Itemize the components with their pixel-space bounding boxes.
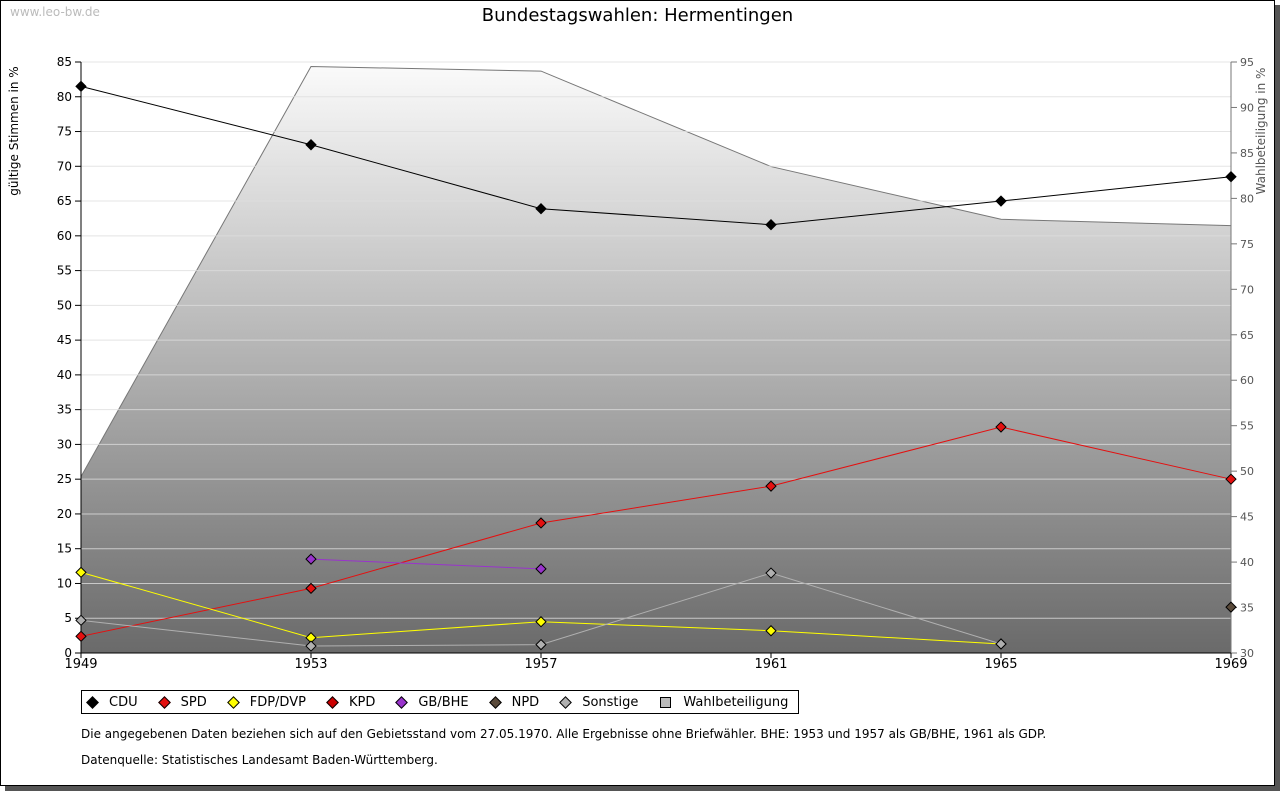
legend-label: KPD bbox=[348, 694, 376, 710]
point-spd bbox=[535, 517, 547, 529]
y2-tick-label: 50 bbox=[1240, 465, 1254, 478]
y-tick-label: 30 bbox=[57, 437, 72, 451]
point-gbbhe bbox=[305, 553, 317, 565]
legend-item-sonstige: Sonstige bbox=[559, 694, 639, 710]
y-tick-label: 35 bbox=[57, 403, 72, 417]
x-tick-label: 1969 bbox=[1214, 657, 1247, 672]
point-cdu bbox=[1225, 171, 1237, 183]
point-fdpdvp bbox=[75, 566, 87, 579]
chart-plot: 0 5 10 15 20 25 30 35 40 45 50 55 60 65 70 75 80 85 30 35 40… bbox=[7, 55, 1268, 672]
legend-label: CDU bbox=[109, 694, 138, 710]
legend-marker-icon bbox=[559, 695, 573, 709]
chart-title: Bundestagswahlen: Hermentingen bbox=[481, 5, 794, 26]
legend-marker-icon bbox=[226, 695, 240, 709]
series-line-gbbhe bbox=[310, 558, 542, 570]
y2-axis-title: Wahlbeteiligung in % bbox=[1254, 68, 1268, 195]
y-tick-label: 50 bbox=[57, 298, 72, 312]
x-tick-label: 1953 bbox=[294, 657, 327, 672]
y-tick-label: 70 bbox=[57, 159, 72, 173]
legend-marker-icon bbox=[488, 695, 502, 709]
legend-label: GB/BHE bbox=[418, 694, 469, 710]
legend-marker-icon bbox=[157, 695, 171, 709]
point-spd bbox=[1225, 473, 1237, 485]
point-sonstige bbox=[995, 638, 1007, 650]
y-tick-label: 75 bbox=[57, 125, 72, 139]
y-tick-label: 40 bbox=[57, 368, 72, 382]
y2-tick-label: 45 bbox=[1240, 511, 1254, 524]
x-tick-label: 1957 bbox=[524, 657, 557, 672]
legend-item-wahlbeteiligung: Wahlbeteiligung bbox=[660, 695, 788, 710]
y-axis-title: gültige Stimmen in % bbox=[7, 66, 21, 195]
y-tick-label: 85 bbox=[57, 55, 72, 69]
point-cdu bbox=[305, 139, 317, 151]
legend-marker-icon bbox=[395, 695, 409, 709]
legend-item-gbbhe: GB/BHE bbox=[395, 694, 469, 710]
legend-item-kpd: KPD bbox=[326, 694, 376, 710]
y-tick-label: 0 bbox=[64, 646, 72, 660]
y-tick-label: 5 bbox=[64, 611, 72, 625]
y2-tick-label: 35 bbox=[1240, 602, 1254, 615]
y2-tick-label: 40 bbox=[1240, 556, 1254, 569]
point-spd bbox=[765, 480, 777, 492]
point-fdpdvp bbox=[535, 616, 547, 628]
y2-tick-label: 70 bbox=[1240, 283, 1254, 296]
point-cdu bbox=[75, 80, 87, 93]
point-sonstige bbox=[765, 567, 777, 579]
y-tick-label: 20 bbox=[57, 507, 72, 521]
point-cdu bbox=[535, 202, 547, 215]
y2-tick-label: 30 bbox=[1240, 647, 1254, 660]
point-sonstige bbox=[535, 638, 547, 651]
note-datenquelle: Datenquelle: Statistisches Landesamt Bad… bbox=[81, 753, 438, 767]
y-tick-label: 80 bbox=[57, 90, 72, 104]
series-line-spd bbox=[80, 426, 1232, 637]
legend-square-icon bbox=[660, 696, 672, 708]
y2-tick-label: 60 bbox=[1240, 374, 1254, 387]
y2-tick-label: 95 bbox=[1240, 56, 1254, 69]
point-spd bbox=[75, 630, 87, 643]
legend-item-cdu: CDU bbox=[86, 694, 138, 710]
legend-marker-icon bbox=[326, 695, 339, 709]
point-fdpdvp bbox=[765, 625, 777, 637]
point-sonstige bbox=[75, 614, 87, 627]
point-npd bbox=[1225, 601, 1237, 613]
point-cdu bbox=[995, 195, 1007, 207]
y2-tick-label: 90 bbox=[1240, 101, 1254, 114]
point-sonstige bbox=[305, 640, 317, 652]
y-tick-label: 45 bbox=[57, 333, 72, 347]
y-tick-label: 15 bbox=[57, 542, 72, 556]
note-gebietsstand: Die angegebenen Daten beziehen sich auf … bbox=[81, 727, 1047, 741]
y2-tick-label: 75 bbox=[1240, 238, 1254, 251]
point-spd bbox=[305, 582, 317, 595]
legend-item-fdpdvp: FDP/DVP bbox=[226, 694, 306, 710]
y-tick-label: 55 bbox=[57, 264, 72, 278]
y2-tick-label: 85 bbox=[1240, 147, 1254, 160]
x-tick-label: 1961 bbox=[754, 657, 787, 672]
legend-item-npd: NPD bbox=[488, 694, 540, 710]
legend-label: Wahlbeteiligung bbox=[683, 694, 789, 710]
legend: CDU SPD FDP/DVP KPD GB/BHE NPD Sonstige Wahlbet… bbox=[81, 690, 800, 714]
y2-tick-label: 65 bbox=[1240, 329, 1254, 342]
series-line-cdu bbox=[80, 85, 1232, 226]
watermark: www.leo-bw.de bbox=[10, 5, 100, 19]
wahlbeteiligung-area bbox=[81, 66, 1231, 654]
y-tick-label: 60 bbox=[57, 229, 72, 243]
y-tick-label: 65 bbox=[57, 194, 72, 208]
point-cdu bbox=[765, 218, 777, 231]
legend-label: NPD bbox=[511, 694, 540, 710]
legend-label: Sonstige bbox=[582, 694, 639, 710]
x-tick-label: 1949 bbox=[64, 657, 97, 672]
y-tick-label: 10 bbox=[57, 576, 72, 590]
legend-item-spd: SPD bbox=[157, 694, 207, 710]
legend-marker-icon bbox=[86, 695, 99, 709]
legend-label: FDP/DVP bbox=[249, 694, 306, 710]
y2-tick-label: 55 bbox=[1240, 420, 1254, 433]
point-spd bbox=[995, 421, 1007, 433]
y2-tick-label: 80 bbox=[1240, 192, 1254, 205]
legend-label: SPD bbox=[180, 694, 207, 710]
point-gbbhe bbox=[535, 563, 547, 575]
x-tick-label: 1965 bbox=[984, 657, 1017, 672]
y-tick-label: 25 bbox=[57, 472, 72, 486]
